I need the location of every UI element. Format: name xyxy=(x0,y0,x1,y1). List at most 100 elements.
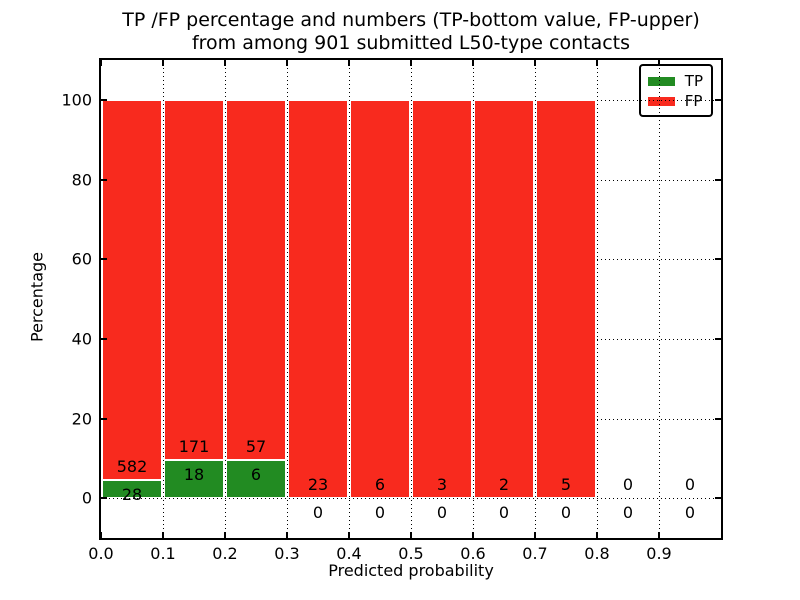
tp-count-label: 0 xyxy=(498,503,510,523)
y-tick-mark xyxy=(101,258,107,261)
fp-count-label: 0 xyxy=(684,475,696,495)
x-tick-mark xyxy=(534,60,536,66)
bar-segment-tp xyxy=(164,460,224,499)
y-tick-mark xyxy=(715,258,721,261)
bar-segment-fp xyxy=(474,99,534,499)
x-tick-mark xyxy=(596,60,598,66)
bar-segment-fp xyxy=(226,99,286,461)
x-tick-label: 0.2 xyxy=(212,544,238,563)
y-tick-mark xyxy=(101,178,107,181)
legend: TP FP xyxy=(638,64,713,117)
legend-entry: FP xyxy=(647,91,703,111)
gridline-vertical xyxy=(349,60,350,538)
x-tick-label: 0.4 xyxy=(336,544,362,563)
y-tick-label: 100 xyxy=(61,90,92,110)
x-tick-mark xyxy=(534,532,536,538)
x-tick-mark xyxy=(162,60,164,66)
bar-segment-fp xyxy=(350,99,410,499)
gridline-vertical xyxy=(287,60,288,538)
gridline-vertical xyxy=(473,60,474,538)
tp-count-label: 6 xyxy=(250,465,262,485)
x-tick-mark xyxy=(596,532,598,538)
chart-title: TP /FP percentage and numbers (TP-bottom… xyxy=(99,9,723,55)
legend-entry-label: FP xyxy=(684,91,703,110)
x-tick-label: 0.0 xyxy=(88,544,114,563)
x-tick-mark xyxy=(410,532,412,538)
tp-count-label: 0 xyxy=(684,503,696,523)
tp-count-label: 0 xyxy=(622,503,634,523)
x-tick-label: 0.8 xyxy=(584,544,610,563)
x-tick-mark xyxy=(162,532,164,538)
y-tick-mark xyxy=(101,337,107,340)
bar-segment-fp xyxy=(412,99,472,499)
fp-count-label: 3 xyxy=(436,475,448,495)
legend-entry: TP xyxy=(647,71,703,91)
x-tick-mark xyxy=(472,60,474,66)
x-tick-mark xyxy=(224,532,226,538)
bar-segment-tp xyxy=(102,479,162,499)
x-tick-label: 0.9 xyxy=(646,544,672,563)
gridline-vertical xyxy=(411,60,412,538)
chart-title-line1: TP /FP percentage and numbers (TP-bottom… xyxy=(122,9,700,31)
tp-count-label: 28 xyxy=(121,484,143,504)
y-tick-mark xyxy=(101,98,107,101)
x-tick-mark xyxy=(348,60,350,66)
gridline-vertical xyxy=(225,60,226,538)
y-tick-mark xyxy=(715,417,721,420)
x-tick-label: 0.3 xyxy=(274,544,300,563)
x-tick-mark xyxy=(286,532,288,538)
bar-segment-tp xyxy=(226,460,286,499)
bar-segment-fp xyxy=(164,99,224,461)
x-tick-mark xyxy=(410,60,412,66)
fp-swatch xyxy=(647,96,675,106)
tp-swatch xyxy=(647,76,675,86)
fp-count-label: 2 xyxy=(498,475,510,495)
fp-count-label: 6 xyxy=(374,475,386,495)
y-tick-label: 0 xyxy=(81,488,92,508)
gridline-vertical xyxy=(597,60,598,538)
y-tick-mark xyxy=(715,98,721,101)
fp-count-label: 5 xyxy=(560,475,572,495)
fp-count-label: 171 xyxy=(178,437,210,457)
bar-segment-fp xyxy=(536,99,596,499)
fp-count-label: 582 xyxy=(116,456,148,476)
x-tick-label: 0.1 xyxy=(150,544,176,563)
y-tick-mark xyxy=(715,337,721,340)
y-tick-label: 20 xyxy=(71,409,92,428)
y-tick-mark xyxy=(101,497,107,500)
fp-count-label: 57 xyxy=(245,437,267,457)
bar-segment-fp xyxy=(288,99,348,499)
x-tick-mark xyxy=(286,60,288,66)
x-tick-label: 0.7 xyxy=(522,544,548,563)
y-tick-mark xyxy=(715,178,721,181)
x-axis-label: Predicted probability xyxy=(328,561,494,580)
bar-segment-fp xyxy=(102,99,162,480)
x-tick-mark xyxy=(658,532,660,538)
tp-count-label: 0 xyxy=(312,503,324,523)
tp-count-label: 0 xyxy=(436,503,448,523)
x-tick-mark xyxy=(472,532,474,538)
plot-area: TP FP 582 28 171 18 57 6 23 0 6 0 3 0 2 0 5 0 0 0 0 0 xyxy=(99,58,723,540)
legend-entry-label: TP xyxy=(684,71,703,90)
chart-title-line2: from among 901 submitted L50-type contac… xyxy=(191,32,631,54)
x-tick-mark xyxy=(100,532,102,538)
y-tick-label: 40 xyxy=(71,329,92,349)
y-axis-label: Percentage xyxy=(27,251,47,343)
tp-count-label: 0 xyxy=(560,503,572,523)
gridline-vertical xyxy=(535,60,536,538)
x-tick-mark xyxy=(100,60,102,66)
fp-count-label: 0 xyxy=(622,475,634,495)
y-tick-mark xyxy=(101,417,107,420)
tp-count-label: 0 xyxy=(374,503,386,523)
gridline-vertical xyxy=(163,60,164,538)
tp-count-label: 18 xyxy=(183,465,205,485)
y-tick-label: 60 xyxy=(71,249,92,269)
fp-count-label: 23 xyxy=(307,475,329,495)
x-tick-label: 0.5 xyxy=(398,544,424,563)
x-tick-label: 0.6 xyxy=(460,544,486,563)
x-tick-mark xyxy=(658,60,660,66)
x-tick-mark xyxy=(348,532,350,538)
x-tick-mark xyxy=(224,60,226,66)
y-tick-label: 80 xyxy=(71,170,92,189)
